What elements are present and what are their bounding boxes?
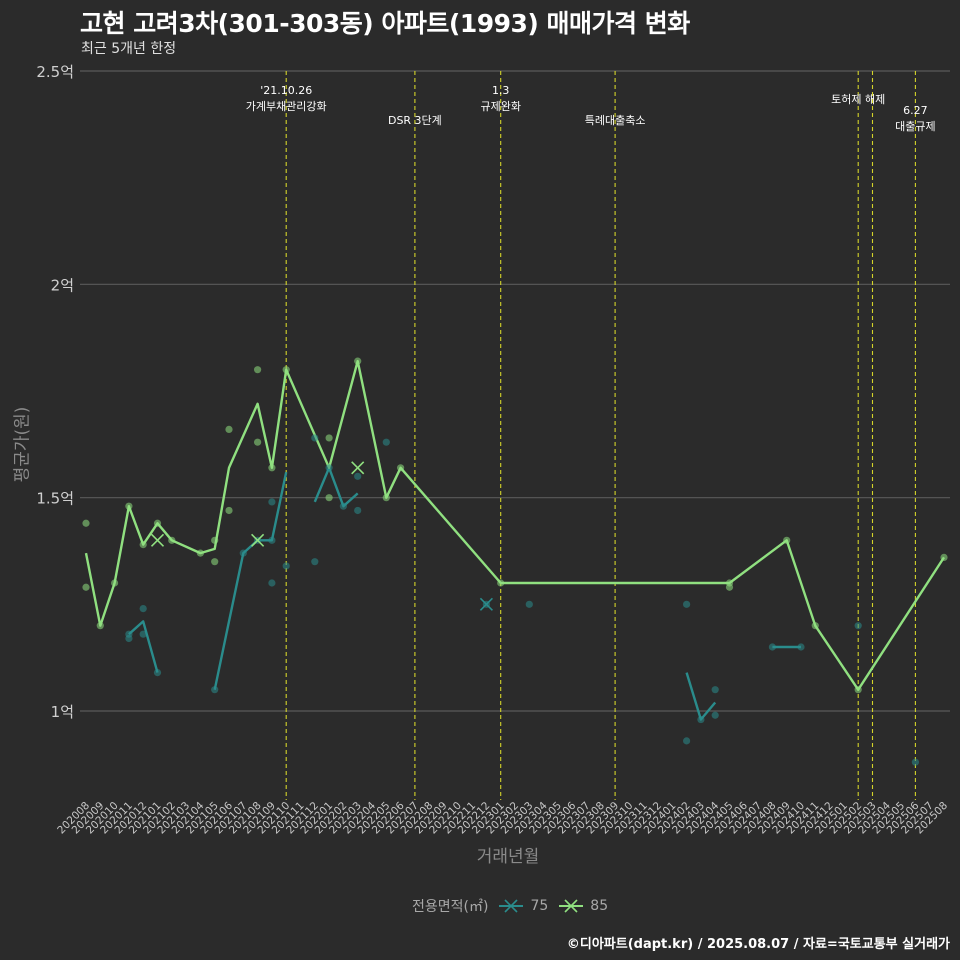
data-point-85 — [854, 686, 862, 694]
data-point-85 — [268, 464, 276, 472]
data-point-85 — [254, 366, 262, 374]
data-point-75 — [268, 498, 276, 506]
data-point-75 — [797, 643, 805, 651]
legend-item-85: 85 — [558, 898, 608, 914]
data-point-75 — [139, 605, 147, 613]
data-point-85 — [211, 558, 219, 566]
data-point-75 — [354, 472, 362, 480]
x-axis-ticks: 2020082020092020102020112020122021012021… — [55, 799, 950, 836]
data-point-85 — [783, 536, 791, 544]
chart-subtitle: 최근 5개년 한정 — [81, 41, 177, 57]
y-tick-label: 2.5억 — [36, 63, 74, 81]
x-mark-75 — [479, 597, 493, 611]
data-point-75 — [697, 715, 705, 724]
data-point-85 — [225, 425, 233, 433]
data-point-75 — [525, 600, 533, 608]
data-point-75 — [311, 558, 319, 566]
data-point-85 — [196, 549, 204, 557]
data-point-75 — [268, 536, 276, 544]
data-point-85 — [82, 519, 90, 527]
event-label: 토허제 해제 — [831, 92, 885, 106]
y-tick-label: 2억 — [51, 276, 74, 294]
chart-title: 고현 고려3차(301-303동) 아파트(1993) 매매가격 변화 — [80, 9, 690, 38]
series-x-marks — [150, 461, 493, 611]
data-point-85 — [382, 494, 390, 502]
data-point-85 — [153, 519, 162, 527]
data-point-85 — [96, 622, 104, 630]
legend: 전용면적(㎡) 75 85 — [412, 896, 608, 916]
event-label: 가계부채관리강화 — [246, 100, 327, 113]
data-point-75 — [153, 669, 162, 677]
event-label: 규제완화 — [480, 100, 520, 113]
data-point-75 — [211, 686, 219, 694]
data-point-85 — [82, 583, 90, 591]
data-point-75 — [382, 438, 390, 446]
data-point-85 — [225, 506, 233, 515]
data-point-85 — [725, 583, 734, 591]
x-axis-label: 거래년월 — [476, 847, 540, 867]
data-point-75 — [854, 622, 862, 630]
legend-label-75: 75 — [530, 898, 549, 914]
event-label: 1.3 — [492, 84, 510, 97]
data-point-75 — [711, 711, 719, 719]
data-point-75 — [768, 643, 777, 651]
event-label: '21.10.26 — [260, 84, 312, 97]
data-point-85 — [397, 464, 405, 472]
data-point-85 — [282, 366, 290, 374]
data-point-75 — [311, 434, 319, 442]
data-point-85 — [254, 438, 262, 446]
y-tick-label: 1억 — [51, 703, 74, 721]
series-points — [82, 357, 948, 766]
data-point-85 — [125, 502, 133, 510]
series-line-75 — [685, 672, 717, 721]
data-point-85 — [497, 579, 505, 587]
data-point-75 — [282, 562, 290, 570]
x-mark-85 — [150, 533, 165, 547]
data-point-75 — [239, 549, 247, 557]
data-point-85 — [168, 536, 176, 544]
data-point-85 — [325, 434, 333, 442]
data-point-85 — [811, 622, 819, 630]
event-label: 대출규제 — [895, 120, 935, 133]
legend-title: 전용면적(㎡) — [412, 899, 489, 915]
event-label: DSR 3단계 — [388, 114, 442, 127]
data-point-85 — [211, 536, 219, 544]
data-point-75 — [325, 464, 333, 472]
source-caption: ©디아파트(dapt.kr) / 2025.08.07 / 자료=국토교통부 실… — [566, 937, 950, 952]
y-axis-label: 평균가(원) — [12, 406, 33, 483]
event-label: 6.27 — [903, 104, 928, 117]
series-line-75 — [128, 620, 159, 673]
event-label: 특례대출축소 — [585, 114, 646, 127]
data-point-75 — [268, 579, 276, 587]
data-point-85 — [325, 494, 333, 502]
series-line-85 — [84, 359, 946, 691]
data-point-75 — [354, 506, 362, 515]
data-point-75 — [339, 502, 347, 510]
series-line-75 — [313, 466, 359, 508]
data-point-85 — [139, 541, 147, 549]
legend-label-85: 85 — [590, 898, 609, 914]
data-point-75 — [683, 737, 691, 745]
data-point-75 — [139, 630, 147, 638]
grid-lines — [80, 70, 950, 712]
data-point-75 — [683, 600, 691, 608]
data-point-75 — [125, 630, 133, 638]
legend-swatch-75 — [499, 899, 524, 913]
legend-item-75: 75 — [498, 898, 548, 914]
data-point-85 — [354, 357, 362, 365]
data-point-85 — [940, 553, 948, 562]
y-tick-label: 1.5억 — [36, 490, 74, 508]
legend-swatch-85 — [559, 899, 584, 913]
data-point-75 — [911, 758, 920, 766]
data-point-75 — [711, 686, 719, 694]
x-mark-85 — [351, 461, 365, 475]
series-line-75 — [213, 471, 288, 690]
x-mark-85 — [251, 533, 265, 547]
y-axis-ticks: 1억 1.5억 2억 2.5억 — [36, 63, 74, 721]
data-point-85 — [111, 579, 119, 587]
